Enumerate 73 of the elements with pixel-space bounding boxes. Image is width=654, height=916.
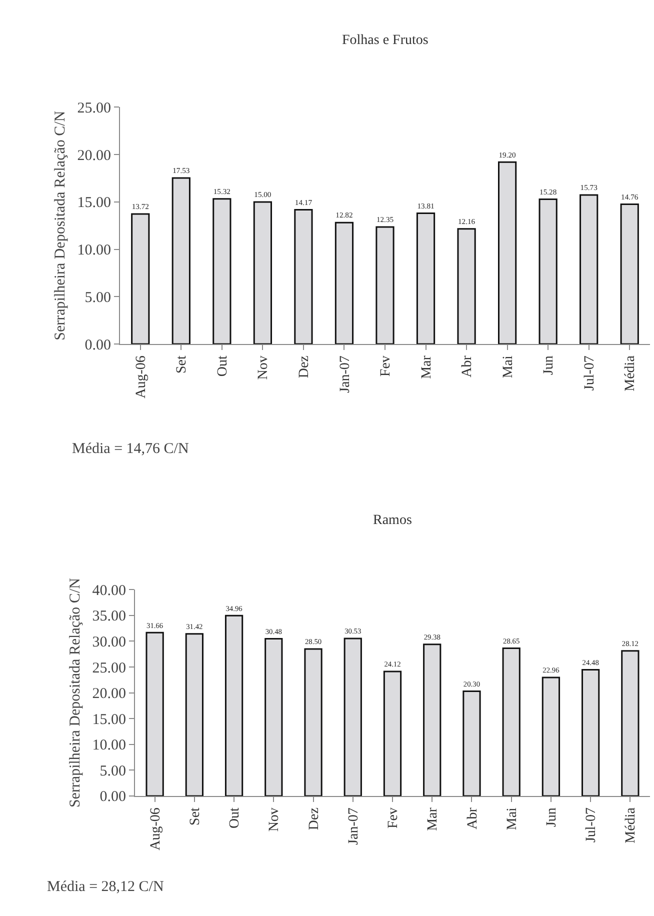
bar	[498, 161, 517, 344]
x-tick-label: Abr	[460, 355, 476, 378]
y-tick-label: 5.00	[84, 290, 111, 306]
bar	[294, 209, 313, 344]
x-tick-label: Jan-07	[346, 808, 362, 845]
bar	[344, 638, 362, 796]
bar	[416, 212, 436, 344]
chart-title: Ramos	[373, 513, 412, 528]
bar	[146, 632, 164, 796]
x-tick-label: Set	[174, 356, 190, 374]
x-tick-label: Jan-07	[338, 356, 353, 393]
bar	[376, 226, 394, 344]
x-tick-label: Out	[228, 807, 243, 829]
x-tick-label: Dez	[297, 356, 312, 378]
bar	[582, 668, 600, 796]
x-tick-label: Jun	[544, 808, 560, 828]
y-tick-label: 5.00	[100, 763, 126, 780]
bar	[621, 650, 640, 796]
bar	[224, 614, 244, 796]
x-tick-label: Média	[624, 806, 639, 844]
y-axis-title: Serrapilheira Depositada Relação C/N	[52, 110, 68, 340]
text: Média = 14,76 C/N	[72, 441, 189, 457]
x-tick-label: Set	[188, 807, 203, 826]
y-tick-label: 25.00	[92, 660, 126, 676]
y-tick-label: 20.00	[77, 148, 111, 164]
bar	[502, 647, 520, 796]
x-tick-label: Out	[215, 356, 230, 377]
bar	[212, 198, 232, 344]
chart-title: Folhas e Frutos	[342, 33, 428, 48]
x-tick-label: Fev	[386, 808, 402, 829]
bar	[383, 670, 402, 796]
text: Média = 28,12 C/N	[47, 879, 164, 895]
y-tick-label: 30.00	[92, 634, 126, 650]
y-axis-title: Serrapilheira Depositada Relação C/N	[68, 578, 84, 808]
x-tick-label: Fev	[378, 356, 394, 377]
y-tick-label: 10.00	[77, 242, 111, 259]
x-tick-label: Dez	[306, 808, 322, 830]
y-tick-label: 25.00	[77, 100, 111, 116]
x-tick-label: Mai	[500, 356, 516, 378]
x-tick-label: Jul-07	[584, 808, 600, 843]
y-tick-label: 15.00	[77, 195, 111, 212]
x-tick-label: Jul-07	[582, 356, 598, 391]
y-tick-label: 10.00	[92, 738, 126, 754]
x-tick-label: Mai	[504, 807, 520, 830]
y-tick-label: 35.00	[92, 608, 126, 625]
bar	[462, 690, 481, 796]
x-tick-label: Jun	[542, 356, 557, 376]
bar	[538, 198, 558, 344]
bar	[131, 213, 150, 344]
x-tick-label: Média	[623, 354, 638, 392]
x-tick-label: Nov	[267, 808, 282, 832]
x-tick-label: Mar	[426, 807, 441, 831]
bar	[580, 194, 598, 344]
bar	[423, 644, 442, 796]
bar	[304, 648, 322, 796]
x-tick-label: Aug-06	[134, 356, 149, 398]
bar	[172, 177, 190, 344]
bar	[334, 222, 354, 344]
x-tick-label: Mar	[419, 355, 434, 379]
y-tick-label: 0.00	[100, 789, 126, 806]
x-tick-label: Abr	[465, 807, 480, 830]
bar	[620, 203, 639, 344]
y-tick-label: 20.00	[92, 686, 126, 702]
bar	[457, 228, 476, 344]
y-tick-label: 40.00	[92, 582, 126, 599]
bar	[264, 638, 283, 796]
y-tick-label: 0.00	[84, 337, 111, 354]
bar	[185, 633, 204, 796]
bar	[542, 676, 560, 796]
y-tick-label: 15.00	[92, 712, 126, 728]
x-tick-label: Aug-06	[148, 808, 164, 850]
bar	[253, 201, 272, 344]
x-tick-label: Nov	[256, 356, 272, 380]
